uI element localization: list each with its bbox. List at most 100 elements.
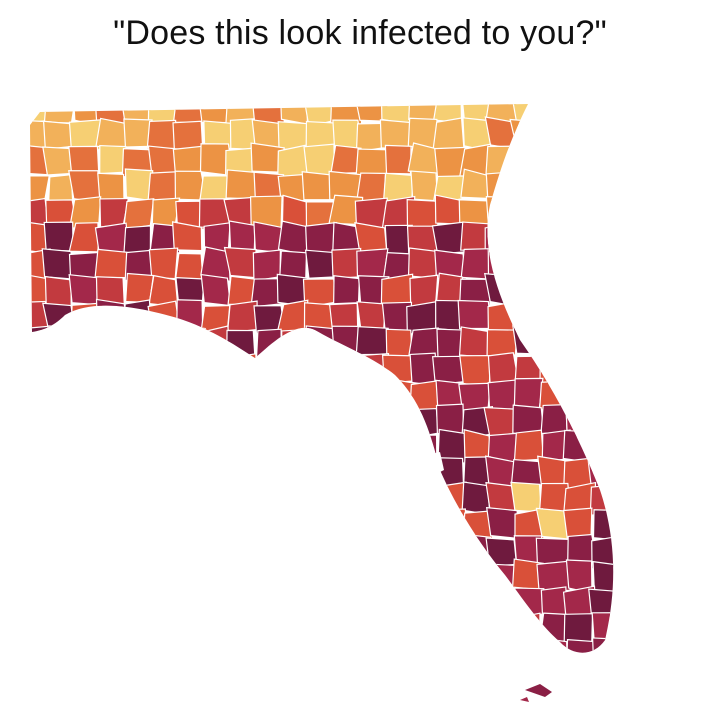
county-shape [485,537,518,567]
county-shape [147,378,179,411]
county-shape [71,325,101,358]
county-shape [433,508,468,543]
county-shape [150,669,177,697]
county-shape [565,147,595,180]
county-shape [512,276,542,307]
county-shape [279,376,309,410]
county-shape [120,481,155,516]
county-shape [356,432,387,462]
county-shape [537,328,571,359]
county-shape [176,299,204,334]
county-shape [540,225,568,255]
county-shape [540,403,568,435]
county-shape [172,508,208,543]
county-shape [305,221,338,255]
county-shape [200,560,232,596]
county-shape [223,485,256,517]
county-shape [147,171,178,202]
county-shape [254,536,285,568]
county-shape [251,587,284,619]
county-shape [565,689,597,718]
county-shape [69,667,101,696]
county-shape [176,638,206,653]
county-shape [72,457,104,490]
tampa-bay-notch [428,452,444,476]
county-shape [70,431,100,465]
county-shape [386,612,416,642]
county-shape [68,560,104,596]
county-shape [511,249,545,282]
county-shape [281,328,307,360]
county-shape [279,513,311,543]
county-shape [333,275,361,305]
county-shape [150,455,181,490]
county-shape [538,250,567,281]
county-shape [587,117,614,148]
county-shape [30,456,49,491]
county-shape [30,584,48,615]
county-shape [514,222,543,254]
county-shape [565,666,596,696]
county-shape [277,220,309,257]
county-shape [204,689,229,719]
county-shape [44,275,72,308]
county-shape [460,669,492,697]
county-shape [250,405,281,435]
county-shape [619,94,647,125]
county-shape [409,613,439,646]
county-shape [512,639,543,653]
county-shape [226,455,258,487]
county-shape [30,637,50,653]
county-shape [406,199,439,229]
county-shape [616,587,648,619]
county-shape [432,586,467,620]
county-shape [43,534,74,567]
county-shape [30,380,52,412]
county-shape [485,145,516,176]
county-shape [201,430,233,463]
county-shape [437,562,468,592]
county-shape [458,588,489,618]
county-shape [149,222,181,254]
county-shape [301,589,338,621]
county-shape [174,429,206,460]
county-shape [95,562,128,595]
county-shape [223,532,260,563]
county-shape [199,613,232,643]
county-shape [512,324,546,355]
county-shape [463,560,491,591]
county-shape [97,172,125,202]
county-shape [147,300,181,336]
county-shape [255,328,282,360]
county-shape [251,638,284,653]
county-shape [485,196,519,230]
county-shape [280,590,310,620]
county-map [0,90,720,724]
county-shape [277,454,310,490]
county-shape [124,355,154,388]
county-shape [590,690,620,718]
county-shape [30,325,50,358]
county-shape [331,611,363,642]
county-shape [253,613,282,645]
county-shape [381,481,413,514]
county-shape [250,378,285,410]
county-shape [204,457,233,487]
county-shape [305,432,335,464]
county-shape [175,454,206,486]
county-shape [304,613,337,643]
county-shape [328,639,363,653]
county-shape [151,506,181,540]
county-shape [95,117,128,148]
county-shape [409,379,440,414]
county-shape [355,587,389,618]
county-shape [174,538,208,569]
county-shape [618,611,648,641]
county-shape [254,559,283,595]
county-shape [616,123,647,151]
county-shape [615,483,646,517]
county-shape [565,298,598,329]
county-shape [20,663,48,696]
county-shape [303,691,333,720]
county-shape [42,585,78,621]
